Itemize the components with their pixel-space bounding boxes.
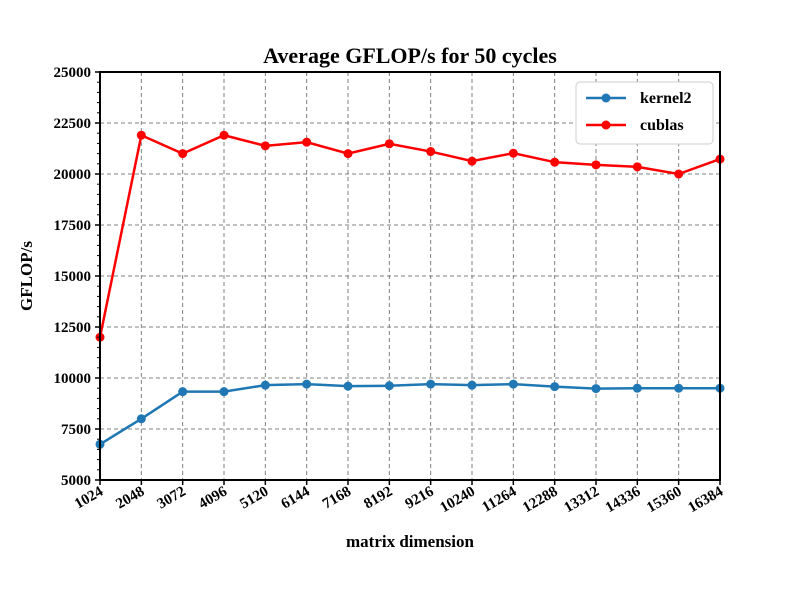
cublas-point	[508, 148, 518, 158]
cublas-point	[467, 156, 477, 166]
x-tick-label: 14336	[603, 483, 644, 516]
x-tick-label: 9216	[403, 483, 437, 512]
kernel2-point	[260, 380, 270, 390]
x-tick-label: 16384	[686, 483, 727, 516]
x-tick-label: 5120	[237, 484, 271, 513]
cublas-point	[178, 149, 188, 159]
cublas-point	[384, 139, 394, 149]
cublas-point	[343, 149, 353, 159]
cublas-point	[550, 157, 560, 167]
kernel2-point	[302, 379, 312, 389]
cublas-point	[591, 160, 601, 170]
x-tick-label: 11264	[480, 483, 520, 515]
cublas-point	[219, 130, 229, 140]
y-tick-label: 25000	[54, 65, 92, 81]
grid	[100, 72, 720, 480]
kernel2-point	[550, 382, 560, 392]
x-tick-label: 10240	[438, 484, 478, 517]
kernel2-line	[99, 382, 720, 446]
x-tick-label: 4096	[196, 483, 230, 512]
kernel2-point	[674, 383, 684, 393]
cublas-point	[136, 130, 146, 140]
y-tick-label: 15000	[54, 269, 92, 285]
cublas-point	[674, 169, 684, 179]
y-tick-label: 5000	[61, 473, 91, 489]
y-tick-label: 10000	[54, 371, 92, 387]
kernel2-point	[426, 379, 436, 389]
legend-cublas-marker	[601, 120, 611, 130]
x-tick-label: 7168	[320, 484, 354, 513]
legend-cublas-label: cublas	[640, 117, 684, 134]
x-tick-label: 2048	[113, 484, 147, 513]
kernel2-point	[219, 387, 229, 397]
y-tick-label: 17500	[54, 218, 92, 234]
x-tick-label: 6144	[279, 483, 313, 512]
kernel2-point	[467, 380, 477, 390]
x-axis-label: matrix dimension	[346, 532, 475, 551]
cublas-point	[426, 147, 436, 157]
legend-kernel2-marker	[601, 93, 611, 103]
x-tick-label: 15360	[644, 484, 684, 517]
kernel2-point	[508, 379, 518, 389]
kernel2-point	[343, 381, 353, 391]
series-layer	[95, 130, 725, 449]
x-tick-label: 12288	[520, 484, 560, 517]
cublas-point	[632, 162, 642, 172]
y-tick-label: 20000	[54, 167, 92, 183]
y-axis-label: GFLOP/s	[17, 241, 36, 311]
x-tick-label: 8192	[361, 484, 395, 513]
y-tick-label: 12500	[54, 320, 92, 336]
x-tick-label: 13312	[562, 484, 602, 517]
cublas-line	[98, 133, 721, 338]
legend-kernel2-label: kernel2	[640, 90, 692, 107]
kernel2-point	[136, 414, 146, 424]
cublas-point	[260, 141, 270, 151]
kernel2-point	[178, 387, 188, 397]
x-tick-label: 3072	[155, 484, 189, 513]
y-tick-label: 22500	[54, 116, 92, 132]
kernel2-point	[384, 381, 394, 391]
chart-title: Average GFLOP/s for 50 cycles	[263, 43, 557, 68]
cublas-point	[302, 137, 312, 147]
legend: kernel2 cublas	[575, 81, 714, 145]
kernel2-point	[591, 384, 601, 394]
y-tick-label: 7500	[61, 422, 91, 438]
kernel2-point	[632, 383, 642, 393]
